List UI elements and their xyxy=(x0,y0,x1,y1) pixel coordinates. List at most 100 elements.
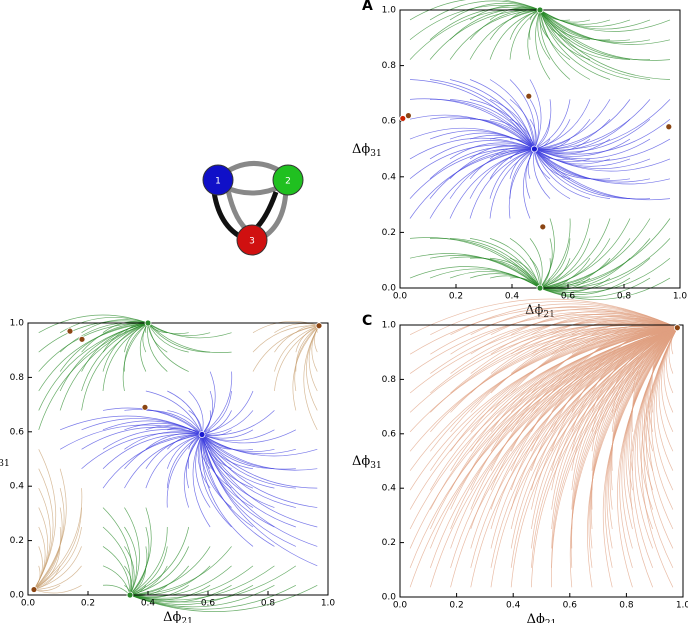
x-tick-label: 0.2 xyxy=(81,599,95,609)
streamline xyxy=(571,324,678,355)
streamline xyxy=(167,434,203,450)
streamline xyxy=(539,9,671,80)
streamline xyxy=(201,434,296,547)
streamline xyxy=(124,322,149,353)
streamline xyxy=(147,322,232,353)
y-tick-label: 0.8 xyxy=(10,373,25,383)
streamline xyxy=(539,218,611,289)
streamline xyxy=(409,148,535,199)
streamline xyxy=(429,237,541,289)
streamline xyxy=(183,434,203,508)
y-axis-subscript: 31 xyxy=(0,459,10,469)
streamline xyxy=(641,327,678,491)
y-axis-label: Δϕ31 xyxy=(352,454,382,471)
streamline xyxy=(124,431,203,450)
streamline xyxy=(201,434,296,489)
streamline xyxy=(449,79,535,150)
streamline xyxy=(534,138,651,160)
streamline xyxy=(102,322,149,353)
streamline xyxy=(652,327,678,374)
streamline xyxy=(81,319,149,334)
streamline xyxy=(81,322,149,411)
streamline xyxy=(534,118,631,151)
streamline xyxy=(539,257,671,294)
streamline xyxy=(124,507,140,596)
streamline xyxy=(201,434,318,547)
streamline xyxy=(274,325,320,392)
streamline xyxy=(33,526,82,590)
streamline xyxy=(129,546,211,596)
fixed-point xyxy=(399,115,407,122)
fixed-point xyxy=(315,322,323,330)
node-label: 3 xyxy=(249,237,255,247)
x-tick-label: 0.4 xyxy=(506,601,521,611)
fixed-point xyxy=(531,145,538,153)
streamline xyxy=(33,449,57,590)
node xyxy=(202,164,234,196)
streamline xyxy=(489,148,535,199)
streamline xyxy=(509,148,535,179)
streamline xyxy=(166,434,203,469)
y-tick-label: 0.4 xyxy=(382,484,397,494)
x-tick-label: 0.0 xyxy=(393,601,408,611)
streamline xyxy=(534,148,631,199)
x-tick-label: 1.0 xyxy=(321,599,336,609)
y-tick-label: 0.0 xyxy=(382,593,397,603)
streamline xyxy=(489,146,535,160)
y-tick-label: 0.2 xyxy=(10,536,24,546)
streamline xyxy=(534,138,671,162)
streamline xyxy=(81,426,203,450)
streamline xyxy=(201,371,233,435)
streamline xyxy=(274,325,320,372)
streamline xyxy=(631,327,678,432)
y-axis-label: Δϕ31 xyxy=(0,452,10,469)
streamline xyxy=(508,148,535,219)
streamline xyxy=(551,327,678,394)
streamline xyxy=(129,526,168,596)
streamline xyxy=(129,565,232,597)
y-axis-subscript: 31 xyxy=(370,149,381,159)
streamline xyxy=(469,148,535,199)
streamline xyxy=(534,148,671,172)
streamline xyxy=(252,321,320,334)
streamline xyxy=(294,325,320,392)
streamline xyxy=(449,2,541,21)
panel: 0.0 0.2 0.4 0.6 0.8 1.0 0.0 0.2 0.4 0.6 0.8 1.0 A Δϕ 2… xyxy=(352,0,687,320)
x-tick-label: 0.4 xyxy=(505,292,520,302)
streamline xyxy=(201,434,318,457)
streamline xyxy=(534,99,611,150)
streamline xyxy=(551,327,678,413)
streamline xyxy=(274,325,320,353)
streamline xyxy=(147,322,168,372)
streamline xyxy=(529,238,543,289)
fixed-point xyxy=(66,327,74,335)
x-tick-label: 1.0 xyxy=(676,601,688,611)
streamline xyxy=(489,79,535,150)
x-tick-label: 0.8 xyxy=(619,601,634,611)
streamline xyxy=(539,9,591,80)
fixed-point xyxy=(673,324,681,332)
streamline xyxy=(449,256,541,289)
streamline xyxy=(510,327,678,510)
streamline xyxy=(201,434,318,567)
streamline xyxy=(539,218,591,289)
x-axis-subscript: 21 xyxy=(181,617,192,624)
streamline xyxy=(489,137,535,150)
streamline xyxy=(129,584,275,608)
streamline xyxy=(201,434,254,528)
y-axis-subscript: 31 xyxy=(370,461,381,471)
streamline xyxy=(129,584,254,605)
y-tick-label: 0.0 xyxy=(10,591,25,601)
streamline xyxy=(509,148,535,199)
streamline xyxy=(102,507,133,596)
streamline xyxy=(201,371,216,435)
streamline xyxy=(539,218,651,289)
streamline xyxy=(129,507,152,596)
streamline xyxy=(129,565,254,599)
y-tick-label: 0.0 xyxy=(382,284,397,294)
streamline xyxy=(509,99,535,150)
streamline xyxy=(201,434,318,471)
streamline xyxy=(531,327,678,433)
streamline xyxy=(632,327,678,355)
